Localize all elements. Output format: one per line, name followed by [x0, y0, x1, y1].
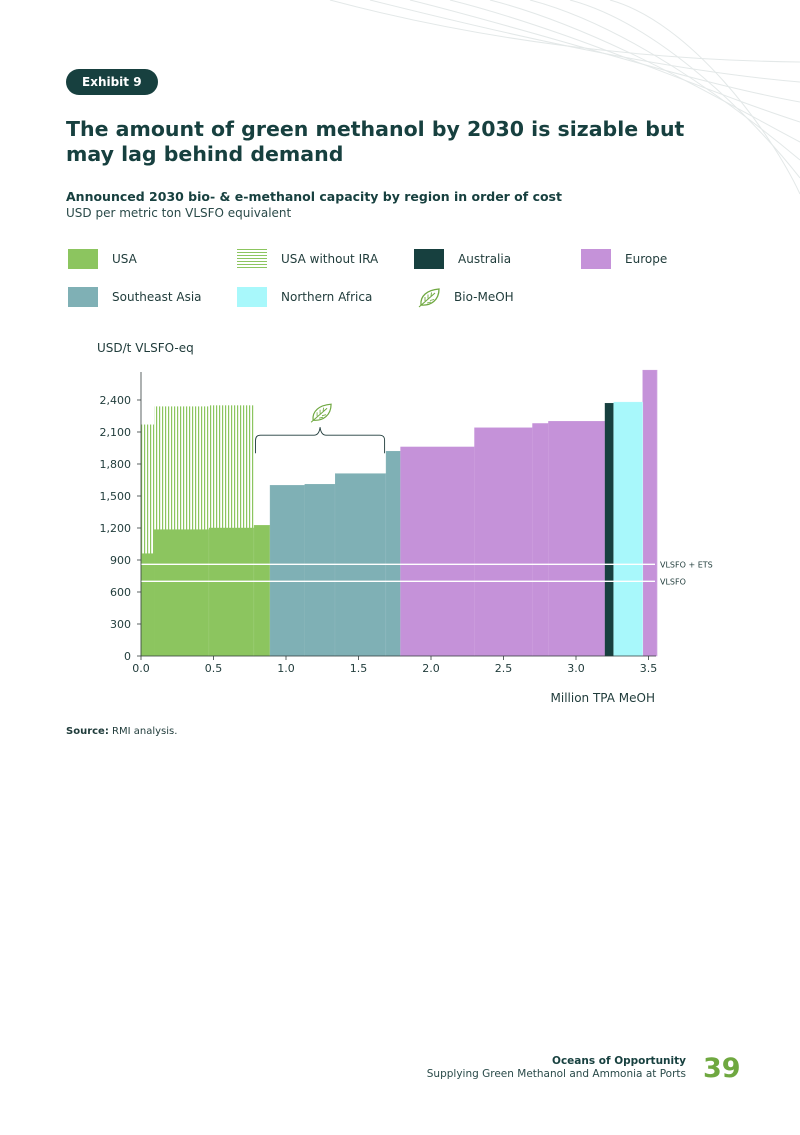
y-tick-label: 1,800: [100, 458, 132, 471]
bar-northern-africa-0: [613, 401, 643, 657]
x-tick-label: 1.5: [350, 662, 368, 675]
bar-usa-without-ira-1: [154, 406, 210, 656]
y-tick-label: 300: [110, 618, 131, 631]
bar-europe-4: [642, 369, 658, 657]
x-tick-label: 1.0: [277, 662, 295, 675]
leaf-veins: [316, 407, 327, 419]
bar-usa-3: [253, 525, 271, 657]
y-tick-label: 0: [124, 650, 131, 663]
cost-curve-chart: USD/t VLSFO-eq Million TPA MeOH VLSFO + …: [97, 341, 713, 705]
ref-line-label-0: VLSFO + ETS: [660, 560, 713, 569]
legend-swatch-southeast-asia: [68, 287, 98, 307]
legend-swatch-usa: [68, 249, 98, 269]
x-tick-label: 0.0: [132, 662, 150, 675]
legend-swatch-australia: [414, 249, 444, 269]
y-tick-label: 2,100: [100, 426, 132, 439]
legend-swatch-usa-without-ira: [237, 249, 267, 269]
page-number: 39: [703, 1053, 741, 1084]
y-tick-label: 2,400: [100, 394, 132, 407]
legend-label: Europe: [625, 252, 668, 266]
x-tick-label: 2.0: [422, 662, 440, 675]
y-tick-label: 1,500: [100, 490, 132, 503]
bar-southeast-asia-3: [385, 450, 401, 657]
bar-usa-without-ira-0: [141, 424, 155, 656]
legend-item-usa-without-ira: USA without IRA: [237, 248, 378, 270]
legend-item-northern-africa: Northern Africa: [237, 286, 372, 308]
x-tick-label: 2.5: [495, 662, 513, 675]
legend-label: Bio-MeOH: [454, 290, 514, 304]
bar-usa-without-ira-2: [209, 405, 255, 656]
bar-europe-0: [400, 446, 475, 657]
y-tick-label: 900: [110, 554, 131, 567]
page-title: The amount of green methanol by 2030 is …: [66, 117, 685, 166]
bar-europe-1: [474, 427, 533, 657]
footer: Oceans of Opportunity Supplying Green Me…: [427, 1055, 686, 1080]
ref-line-label-1: VLSFO: [660, 577, 686, 586]
decorative-contour-lines: [329, 0, 800, 195]
bar-australia-0: [604, 402, 614, 657]
x-tick-label: 0.5: [205, 662, 223, 675]
exhibit-label: Exhibit 9: [66, 69, 158, 95]
legend-item-usa: USA: [68, 248, 137, 270]
leaf-icon: [310, 403, 332, 423]
legend-label: Northern Africa: [281, 290, 373, 304]
bio-meoh-brace: [255, 427, 386, 454]
legend-label: Australia: [458, 252, 512, 266]
x-tick-label: 3.0: [567, 662, 585, 675]
leaf-stem: [310, 407, 328, 423]
y-tick-label: 600: [110, 586, 131, 599]
legend-item-australia: Australia: [414, 248, 511, 270]
source-label: Source:: [66, 726, 109, 737]
footer-doc-title: Oceans of Opportunity: [552, 1055, 686, 1067]
bar-southeast-asia-0: [269, 485, 306, 657]
legend-item-bio-meoh: Bio-MeOH: [414, 286, 514, 308]
legend-swatch-northern-africa: [237, 287, 267, 307]
legend-label: USA: [112, 252, 137, 266]
x-tick-label: 3.5: [640, 662, 658, 675]
source-note: Source: RMI analysis.: [66, 726, 177, 737]
chart-subtitle: Announced 2030 bio- & e-methanol capacit…: [66, 189, 562, 204]
source-text: RMI analysis.: [112, 726, 178, 737]
legend-label: Southeast Asia: [112, 290, 202, 304]
legend-label: USA without IRA: [281, 252, 379, 266]
legend-item-europe: Europe: [581, 248, 667, 270]
bar-southeast-asia-1: [304, 484, 336, 657]
legend-swatch-europe: [581, 249, 611, 269]
bar-europe-2: [532, 423, 549, 657]
legend-item-southeast-asia: Southeast Asia: [68, 286, 202, 308]
footer-doc-subtitle: Supplying Green Methanol and Ammonia at …: [426, 1068, 686, 1080]
leaf-icon: [418, 288, 440, 308]
chart-units: USD per metric ton VLSFO equivalent: [66, 206, 292, 220]
x-axis-label: Million TPA MeOH: [551, 691, 655, 705]
bar-europe-3: [548, 421, 606, 657]
y-tick-label: 1,200: [100, 522, 132, 535]
y-axis-label: USD/t VLSFO-eq: [97, 341, 194, 355]
